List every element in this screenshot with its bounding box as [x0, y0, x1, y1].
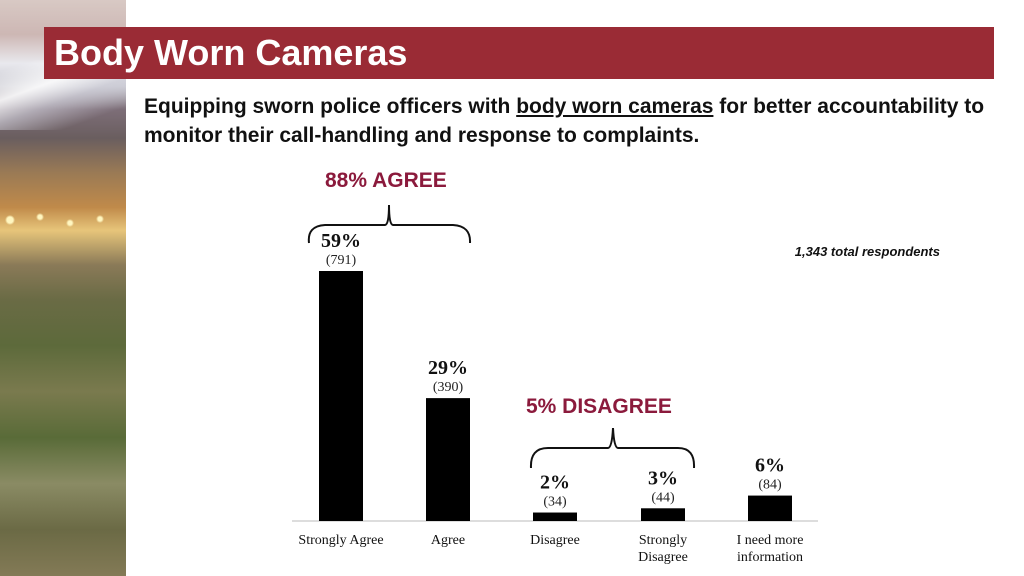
- value-label-4: 6%: [755, 455, 785, 477]
- value-label-2: 2%: [540, 472, 570, 494]
- count-label-4: (84): [758, 478, 782, 493]
- page-title: Body Worn Cameras: [54, 32, 408, 73]
- category-label-3-1: Disagree: [638, 550, 688, 565]
- question-part-2: for better accountability to monitor the…: [144, 95, 985, 147]
- disagree-group-label: 5% DISAGREE: [526, 395, 672, 418]
- city-lights: [0, 205, 126, 235]
- category-label-2-0: Disagree: [530, 533, 580, 548]
- agree-group-label: 88% AGREE: [325, 169, 447, 192]
- count-label-2: (34): [543, 495, 567, 510]
- value-label-0: 59%: [321, 230, 361, 252]
- category-label-1-0: Agree: [431, 533, 465, 548]
- count-label-1: (390): [433, 380, 464, 395]
- bar-2: [533, 512, 577, 521]
- agree-brace: [307, 204, 472, 244]
- count-label-0: (791): [326, 253, 357, 268]
- value-label-1: 29%: [428, 357, 468, 379]
- category-label-0-0: Strongly Agree: [298, 533, 383, 548]
- value-label-3: 3%: [648, 467, 678, 489]
- category-label-4-0: I need more: [737, 533, 804, 548]
- count-label-3: (44): [651, 490, 675, 505]
- question-part-1: Equipping sworn police officers with: [144, 95, 517, 118]
- disagree-brace: [529, 427, 696, 469]
- question-underlined: body worn cameras: [516, 95, 714, 118]
- bar-1: [426, 398, 470, 521]
- bar-4: [748, 495, 792, 521]
- respondent-count: 1,343 total respondents: [794, 244, 940, 259]
- bar-3: [641, 508, 685, 521]
- question-text: Equipping sworn police officers with bod…: [144, 92, 1004, 150]
- category-label-4-1: information: [737, 550, 803, 565]
- bar-0: [319, 271, 363, 521]
- title-bar: Body Worn Cameras: [44, 27, 994, 79]
- category-label-3-0: Strongly: [639, 533, 687, 548]
